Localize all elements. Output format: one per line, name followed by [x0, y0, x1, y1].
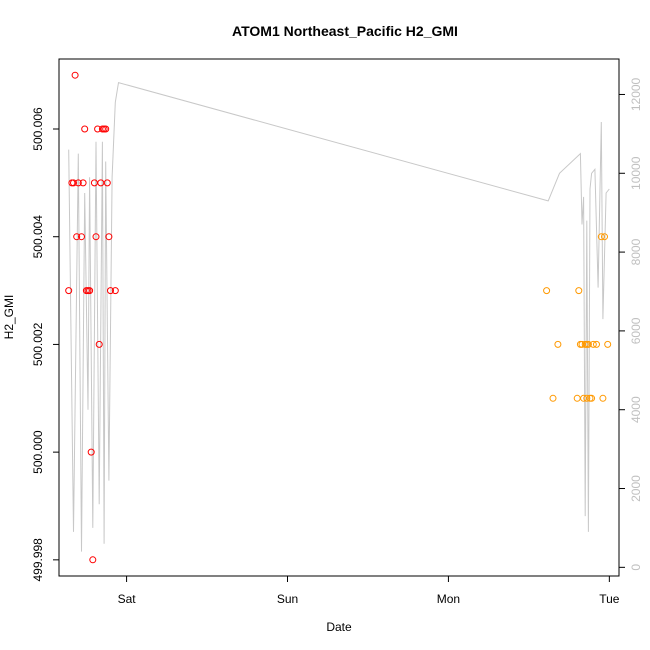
x-tick-label: Sat	[118, 592, 137, 606]
data-point-series-2	[583, 394, 591, 402]
data-point-series-1	[71, 71, 79, 79]
y2-tick-label: 0	[629, 564, 643, 571]
data-point-series-2	[601, 233, 608, 241]
data-point-series-2	[589, 340, 597, 348]
data-point-series-1	[81, 125, 89, 133]
plot-area-frame	[58, 58, 620, 577]
x-axis: Sat Sun Mon Tue	[118, 575, 620, 606]
x-tick-label: Tue	[599, 592, 620, 606]
data-point-series-1	[105, 233, 113, 241]
data-point-series-2	[573, 394, 581, 402]
scatter-points-layer	[65, 71, 612, 564]
chart-title: ATOM1 Northeast_Pacific H2_GMI	[232, 23, 458, 39]
data-point-series-1	[95, 340, 103, 348]
data-point-series-1	[92, 233, 100, 241]
data-point-series-2	[588, 394, 596, 402]
data-point-series-1	[107, 287, 114, 295]
y-tick-label: 500.002	[31, 322, 45, 366]
data-point-series-1	[103, 179, 111, 187]
y2-tick-label: 6000	[629, 317, 643, 344]
y-axis-left: 499.998 500.000 500.002 500.004 500.006	[31, 107, 60, 582]
x-tick-label: Sun	[277, 592, 298, 606]
data-point-series-2	[597, 233, 605, 241]
data-point-series-1	[86, 287, 94, 295]
x-axis-label: Date	[326, 620, 352, 634]
y-tick-label: 500.004	[31, 215, 45, 259]
y-axis-right: 0 2000 4000 6000 8000 10000 12000	[618, 77, 643, 571]
data-point-series-1	[73, 233, 81, 241]
data-point-series-1	[79, 179, 87, 187]
data-point-series-1	[78, 233, 85, 241]
y-tick-label: 499.998	[31, 538, 45, 582]
y-axis-label: H2_GMI	[2, 295, 16, 340]
data-point-series-1	[65, 287, 73, 295]
y2-tick-label: 10000	[629, 156, 643, 190]
data-point-series-2	[593, 340, 600, 348]
data-point-series-1	[87, 448, 95, 456]
y-tick-label: 500.000	[31, 430, 45, 474]
data-point-series-1	[70, 179, 77, 187]
y2-tick-label: 8000	[629, 238, 643, 265]
y2-tick-label: 12000	[629, 77, 643, 111]
data-point-series-2	[554, 340, 562, 348]
y2-tick-label: 2000	[629, 475, 643, 502]
secondary-series-layer	[68, 81, 610, 552]
y-tick-label: 500.006	[31, 107, 45, 151]
secondary-series-line	[68, 81, 610, 552]
data-point-series-2	[604, 340, 612, 348]
data-point-series-2	[599, 394, 607, 402]
data-point-series-1	[111, 287, 119, 295]
data-point-series-2	[543, 287, 551, 295]
data-point-series-1	[89, 556, 97, 564]
y2-tick-label: 4000	[629, 396, 643, 423]
data-point-series-2	[549, 394, 557, 402]
data-point-series-2	[584, 340, 592, 348]
data-point-series-2	[575, 287, 583, 295]
data-point-series-1	[74, 179, 82, 187]
x-tick-label: Mon	[437, 592, 460, 606]
data-point-series-1	[102, 125, 110, 133]
